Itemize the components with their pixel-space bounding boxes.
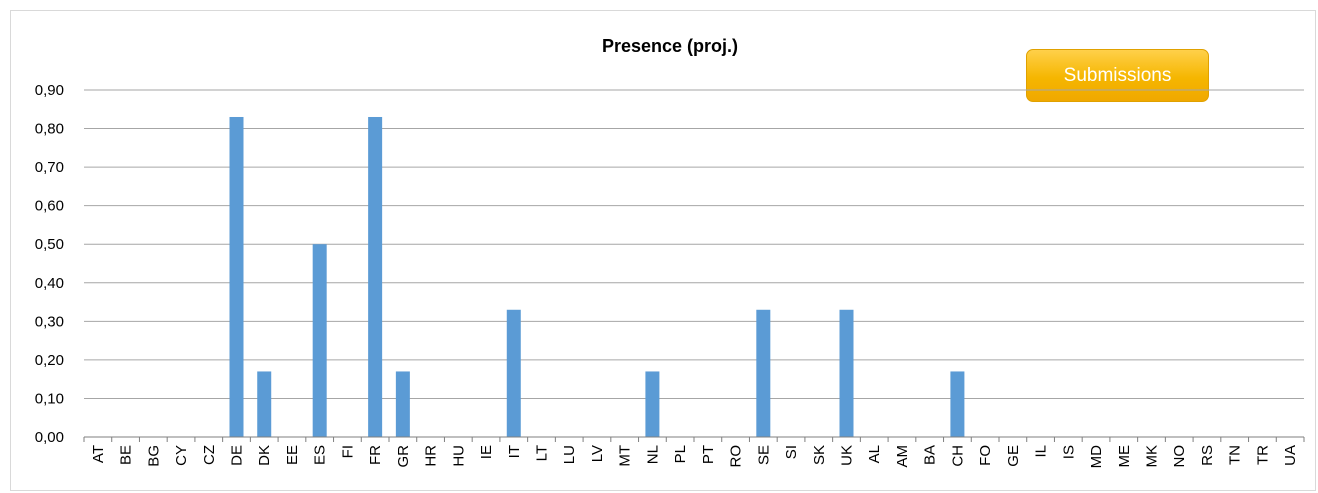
x-tick-label: SK xyxy=(811,445,828,465)
bar-gr xyxy=(395,371,410,437)
x-tick-label: BA xyxy=(922,445,939,465)
y-tick-label: 0,90 xyxy=(35,82,64,99)
bar-se xyxy=(756,309,771,437)
y-tick-label: 0,20 xyxy=(35,352,64,369)
x-tick-label: AT xyxy=(90,445,107,463)
x-axis xyxy=(83,436,1305,442)
x-tick-label: HU xyxy=(450,445,467,467)
x-tick-label: MT xyxy=(617,445,634,467)
bar-fr xyxy=(368,116,383,437)
x-tick-label: GE xyxy=(1005,445,1022,467)
bar-dk xyxy=(257,371,272,437)
x-tick-label: FR xyxy=(367,445,384,465)
y-tick-label: 0,80 xyxy=(35,121,64,138)
chart-frame xyxy=(10,10,1316,491)
x-tick-label: DK xyxy=(256,445,273,466)
x-tick-label: IE xyxy=(478,445,495,459)
x-tick-label: CH xyxy=(949,445,966,467)
x-tick-label: IT xyxy=(506,445,523,458)
x-tick-label: BE xyxy=(118,445,135,465)
x-tick-label: ME xyxy=(1116,445,1133,468)
x-tick-label: IS xyxy=(1060,445,1077,459)
x-axis-ticks: AT BE BG CY CZ DE DK EE ES FI FR GR HR HU IE IT LT LU LV MT… xyxy=(90,445,1299,468)
y-tick-label: 0,50 xyxy=(35,236,64,253)
y-tick-label: 0,30 xyxy=(35,313,64,330)
x-tick-label: NL xyxy=(644,445,661,464)
x-tick-label: AM xyxy=(894,445,911,468)
x-tick-label: SE xyxy=(755,445,772,465)
x-tick-label: FI xyxy=(339,445,356,458)
x-tick-label: RS xyxy=(1199,445,1216,466)
gridlines xyxy=(84,89,1304,438)
x-tick-label: CY xyxy=(173,445,190,466)
x-tick-label: HR xyxy=(423,445,440,467)
x-tick-label: SI xyxy=(783,445,800,459)
x-tick-label: MD xyxy=(1088,445,1105,468)
x-tick-label: UA xyxy=(1282,445,1299,466)
x-tick-label: AL xyxy=(866,445,883,463)
chart-title: Presence (proj.) xyxy=(601,36,739,56)
bar-ch xyxy=(950,371,965,437)
y-tick-label: 0,00 xyxy=(35,429,64,446)
submissions-button[interactable]: Submissions xyxy=(1026,49,1209,102)
bar-uk xyxy=(839,309,854,437)
x-tick-label: UK xyxy=(839,445,856,466)
x-tick-label: FO xyxy=(977,445,994,466)
x-tick-label: TN xyxy=(1227,445,1244,465)
x-tick-label: LV xyxy=(589,445,606,462)
bar-it xyxy=(506,309,521,437)
x-tick-label: PT xyxy=(700,445,717,464)
y-tick-label: 0,70 xyxy=(35,159,64,176)
x-tick-label: TR xyxy=(1254,445,1271,465)
x-tick-label: GR xyxy=(395,445,412,468)
bar-es xyxy=(312,244,327,437)
x-tick-label: RO xyxy=(728,445,745,468)
x-tick-label: BG xyxy=(145,445,162,467)
x-tick-label: MK xyxy=(1144,445,1161,468)
y-tick-label: 0,40 xyxy=(35,275,64,292)
x-tick-label: DE xyxy=(229,445,246,466)
x-tick-label: LU xyxy=(561,445,578,464)
y-tick-label: 0,60 xyxy=(35,198,64,215)
bar-nl xyxy=(645,371,660,437)
x-tick-label: LT xyxy=(534,445,551,461)
x-tick-label: PL xyxy=(672,445,689,463)
x-tick-label: EE xyxy=(284,445,301,465)
bar-de xyxy=(229,116,244,437)
x-tick-label: NO xyxy=(1171,445,1188,468)
x-tick-label: ES xyxy=(312,445,329,465)
y-axis-ticks: 0,00 0,10 0,20 0,30 0,40 0,50 0,60 0,70 0,80 0,90 xyxy=(35,82,64,446)
x-tick-label: IL xyxy=(1033,445,1050,458)
y-tick-label: 0,10 xyxy=(35,390,64,407)
bars xyxy=(229,116,965,437)
x-tick-label: CZ xyxy=(201,445,218,465)
